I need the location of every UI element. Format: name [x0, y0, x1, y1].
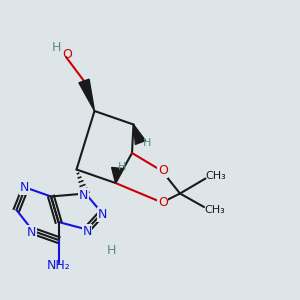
Text: O: O [158, 164, 168, 177]
Text: N: N [98, 208, 107, 221]
Text: O: O [158, 196, 168, 209]
Polygon shape [79, 79, 94, 111]
Text: N: N [82, 225, 92, 238]
Text: H: H [106, 244, 116, 257]
Polygon shape [134, 124, 146, 144]
Text: H: H [52, 41, 61, 54]
Text: H: H [142, 138, 151, 148]
Polygon shape [112, 167, 122, 183]
Text: O: O [62, 48, 72, 61]
Text: N: N [27, 226, 36, 239]
Text: NH₂: NH₂ [46, 259, 70, 272]
Text: CH₃: CH₃ [204, 205, 225, 215]
Text: N: N [20, 181, 29, 194]
Text: N: N [79, 189, 88, 202]
Text: CH₃: CH₃ [206, 171, 226, 182]
Text: H: H [118, 162, 126, 172]
